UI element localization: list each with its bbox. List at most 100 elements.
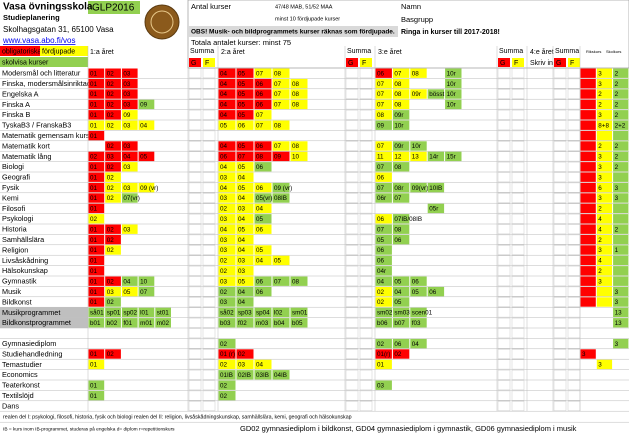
url[interactable]: www.vasa.abo.fi/vos: [2, 36, 75, 45]
course-code: 05: [256, 216, 264, 223]
course-cell: [596, 89, 613, 99]
course-code: 02: [220, 362, 228, 369]
sum-g: [188, 349, 202, 359]
course-cell: [88, 297, 105, 307]
course-cell: [88, 255, 105, 266]
course-cell: [236, 193, 254, 203]
sum-f: [202, 172, 216, 183]
course-code: 06: [256, 81, 264, 88]
subject: Matematik lång: [2, 152, 51, 161]
course-cell: [613, 224, 629, 234]
course-code: 08: [292, 143, 300, 150]
course-code: 03: [238, 258, 246, 265]
course-code: 2: [615, 91, 619, 98]
course-code: 05: [238, 102, 246, 109]
course-code: 01: [90, 185, 98, 192]
course-cell: [290, 276, 308, 286]
course-cell: [105, 234, 121, 245]
course-code: 10r: [447, 81, 456, 88]
seal-ring: [150, 10, 174, 34]
course-code: 07: [394, 195, 402, 202]
subject: Engelska A: [2, 89, 39, 98]
sum-g: [188, 78, 202, 89]
year-header: 1:a året: [90, 48, 114, 56]
course-cell: [218, 110, 236, 120]
sum-f: [359, 328, 373, 339]
course-cell: [613, 99, 629, 110]
course-cell: [105, 141, 121, 151]
course-cell: [236, 172, 254, 182]
course-code: 05: [394, 299, 402, 306]
sum-g: [497, 380, 511, 391]
course-cell: [445, 68, 462, 78]
course-cell: [596, 214, 613, 224]
course-code: 04: [123, 154, 131, 161]
course-cell: [375, 307, 392, 318]
course-cell: [155, 307, 171, 318]
course-code: 01: [90, 164, 98, 171]
course-cell: [121, 78, 138, 89]
subject: Filosofi: [2, 204, 25, 213]
course-cell: [236, 68, 254, 78]
sum-g: [553, 276, 567, 287]
sum-f: [511, 78, 525, 89]
course-cell: [218, 245, 236, 255]
course-cell: [88, 130, 105, 141]
course-code: 01: [90, 382, 98, 389]
course-cell: [445, 89, 462, 99]
course-cell: [410, 68, 427, 78]
course-code: l02: [274, 310, 283, 317]
sum-f: [202, 255, 216, 266]
g-box: [554, 58, 566, 67]
course-code: 05: [238, 185, 246, 192]
course-code: 3: [598, 174, 602, 181]
course-code: 09: [274, 154, 282, 161]
course-code: 04: [220, 143, 228, 150]
course-cell: [613, 297, 629, 307]
sum-g: [497, 151, 511, 162]
sum-f: [202, 265, 216, 276]
subject: Teaterkonst: [2, 381, 40, 390]
course-code: 15r: [447, 154, 456, 161]
course-cell: [236, 307, 254, 318]
sum-f: [202, 99, 216, 110]
course-code: 02: [107, 195, 115, 202]
course-cell: [236, 89, 254, 99]
subject: Livsåskådning: [2, 256, 48, 265]
course-code: 2: [615, 164, 619, 171]
course-cell: [236, 245, 254, 255]
course-code: 10IB: [429, 185, 442, 192]
course-cell: [88, 182, 105, 193]
course-code: 2+2: [615, 122, 626, 129]
course-cell: [254, 370, 272, 380]
course-cell: [236, 276, 254, 286]
course-cell: [138, 307, 155, 318]
course-cell: [105, 110, 121, 120]
course-code: 04: [412, 341, 420, 348]
g-box: [346, 58, 358, 67]
sum-g: [553, 349, 567, 359]
sum-g: [188, 359, 202, 370]
subject: Finska, modersmålsinriktad: [2, 79, 91, 88]
course-code: 2: [598, 91, 602, 98]
course-cell: [121, 141, 138, 151]
sum-f: [359, 130, 373, 141]
course-cell: [392, 297, 410, 307]
course-cell: [375, 214, 392, 224]
course-cell: [105, 89, 121, 99]
group-label: Basgrupp: [401, 15, 433, 24]
course-code: 08: [394, 226, 402, 233]
course-cell: [392, 276, 410, 286]
sum-f: [511, 203, 525, 214]
course-cell: [254, 162, 272, 172]
course-cell: [445, 78, 462, 89]
course-code: 09: [377, 122, 385, 129]
course-code: scen01: [412, 310, 433, 317]
course-cell: [596, 130, 613, 141]
sum-g: [188, 297, 202, 307]
course-cell: [290, 141, 308, 151]
course-cell: [580, 214, 596, 224]
subject: Dans: [2, 401, 19, 410]
sum-f: [202, 234, 216, 245]
course-cell: [290, 78, 308, 89]
